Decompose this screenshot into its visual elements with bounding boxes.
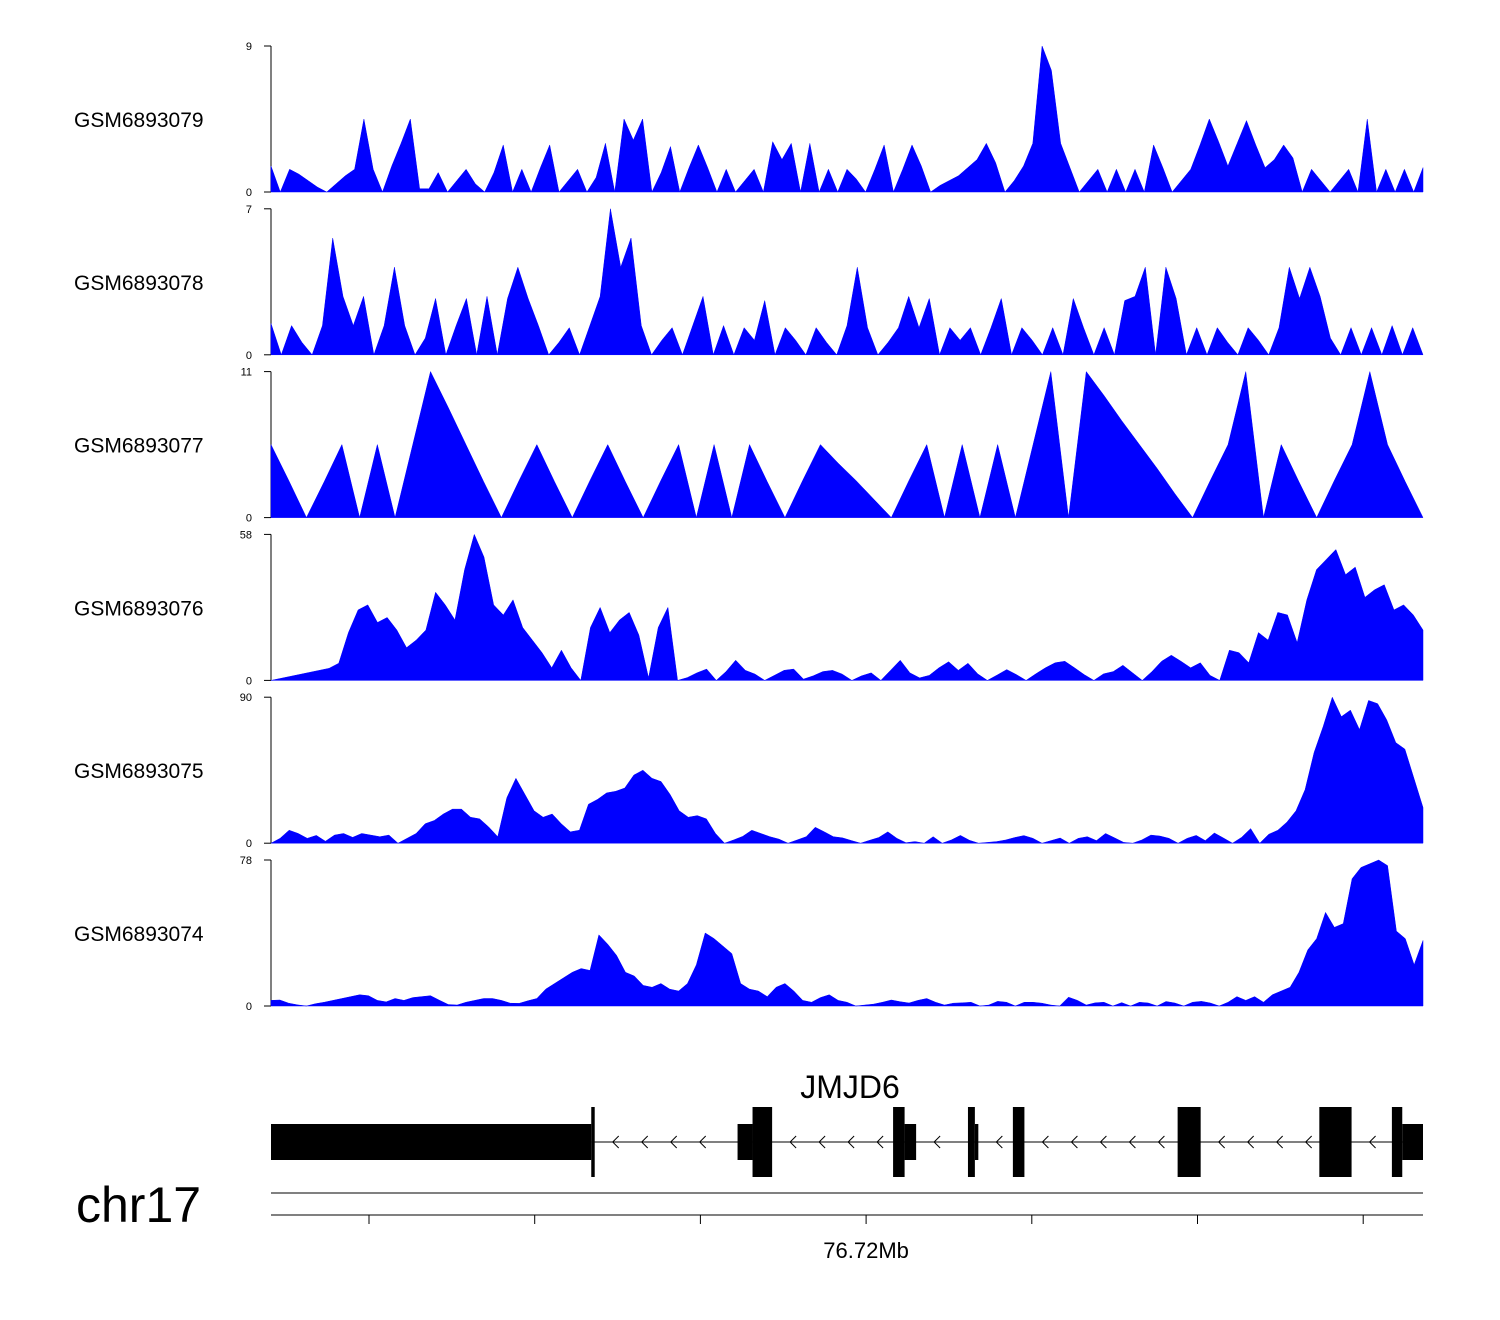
- track-GSM6893076: GSM6893076 58 0: [74, 529, 1424, 687]
- y-min-label: 0: [246, 350, 252, 362]
- y-max-label: 7: [246, 204, 252, 216]
- strand-arrow: [1099, 1135, 1107, 1149]
- exon-utr-block: [1402, 1124, 1423, 1160]
- exon-coding-block: [1391, 1107, 1403, 1177]
- strand-arrow: [1128, 1135, 1136, 1149]
- strand-arrow: [1246, 1135, 1255, 1149]
- exon-coding-block: [752, 1107, 773, 1177]
- track-name-label: GSM6893076: [74, 597, 204, 620]
- strand-arrow: [1217, 1135, 1226, 1149]
- y-max-label: 11: [241, 367, 252, 379]
- strand-arrow: [1157, 1135, 1165, 1149]
- coverage-area: [270, 533, 1424, 681]
- strand-arrow: [612, 1135, 620, 1149]
- track-name-label: GSM6893079: [74, 109, 204, 132]
- strand-arrow: [847, 1135, 855, 1149]
- strand-arrow: [1070, 1135, 1078, 1149]
- strand-arrow: [670, 1135, 678, 1149]
- y-max-label: 78: [240, 855, 252, 867]
- track-name-label: GSM6893077: [74, 435, 204, 458]
- exon-coding-block: [1012, 1107, 1025, 1177]
- track-GSM6893077: GSM6893077 11 0: [74, 367, 1424, 525]
- strand-arrow: [995, 1135, 1003, 1149]
- exon-utr-block: [271, 1124, 592, 1160]
- y-max-label: 90: [240, 692, 252, 704]
- genome-axis-track: chr17 76.72Mb: [76, 1177, 1423, 1263]
- y-min-label: 0: [246, 675, 252, 687]
- y-min-label: 0: [246, 187, 252, 199]
- y-min-label: 0: [246, 1001, 252, 1013]
- exon-utr-block: [904, 1124, 917, 1160]
- gene-name-label: JMJD6: [800, 1069, 900, 1105]
- axis-tick-label: 76.72Mb: [823, 1238, 909, 1263]
- strand-arrow: [876, 1135, 884, 1149]
- strand-arrow: [1041, 1135, 1049, 1149]
- coverage-tracks: GSM689307990GSM689307870GSM6893077110GSM…: [74, 41, 1424, 1013]
- strand-arrow: [818, 1135, 826, 1149]
- exon-coding-block: [1319, 1107, 1352, 1177]
- strand-arrow: [1304, 1135, 1313, 1149]
- strand-arrow: [699, 1135, 707, 1149]
- exon-utr-block: [737, 1124, 753, 1160]
- track-name-label: GSM6893075: [74, 760, 204, 783]
- y-max-label: 58: [240, 529, 252, 541]
- coverage-area: [270, 696, 1424, 844]
- coverage-area: [270, 370, 1424, 519]
- track-name-label: GSM6893078: [74, 272, 204, 295]
- strand-arrow: [933, 1135, 941, 1149]
- y-min-label: 0: [246, 513, 252, 525]
- coverage-area: [270, 208, 1424, 356]
- chromosome-label: chr17: [76, 1177, 201, 1233]
- coverage-area: [270, 859, 1424, 1007]
- strand-arrow: [641, 1135, 649, 1149]
- gene-model-track: JMJD6: [271, 1069, 1423, 1177]
- track-GSM6893079: GSM6893079 9 0: [74, 41, 1424, 199]
- track-GSM6893074: GSM6893074 78 0: [74, 855, 1424, 1013]
- exon-utr-block: [974, 1124, 979, 1160]
- exon-coding-block: [591, 1107, 595, 1177]
- y-min-label: 0: [246, 838, 252, 850]
- exon-coding-block: [1177, 1107, 1201, 1177]
- track-GSM6893075: GSM6893075 90 0: [74, 692, 1424, 850]
- exon-coding-block: [967, 1107, 975, 1177]
- strand-arrow: [1368, 1135, 1376, 1149]
- track-name-label: GSM6893074: [74, 923, 204, 946]
- exon-coding-block: [893, 1107, 905, 1177]
- y-max-label: 9: [246, 41, 252, 53]
- strand-arrow: [1275, 1135, 1284, 1149]
- track-GSM6893078: GSM6893078 7 0: [74, 204, 1424, 362]
- strand-arrow: [789, 1135, 797, 1149]
- coverage-area: [270, 45, 1424, 193]
